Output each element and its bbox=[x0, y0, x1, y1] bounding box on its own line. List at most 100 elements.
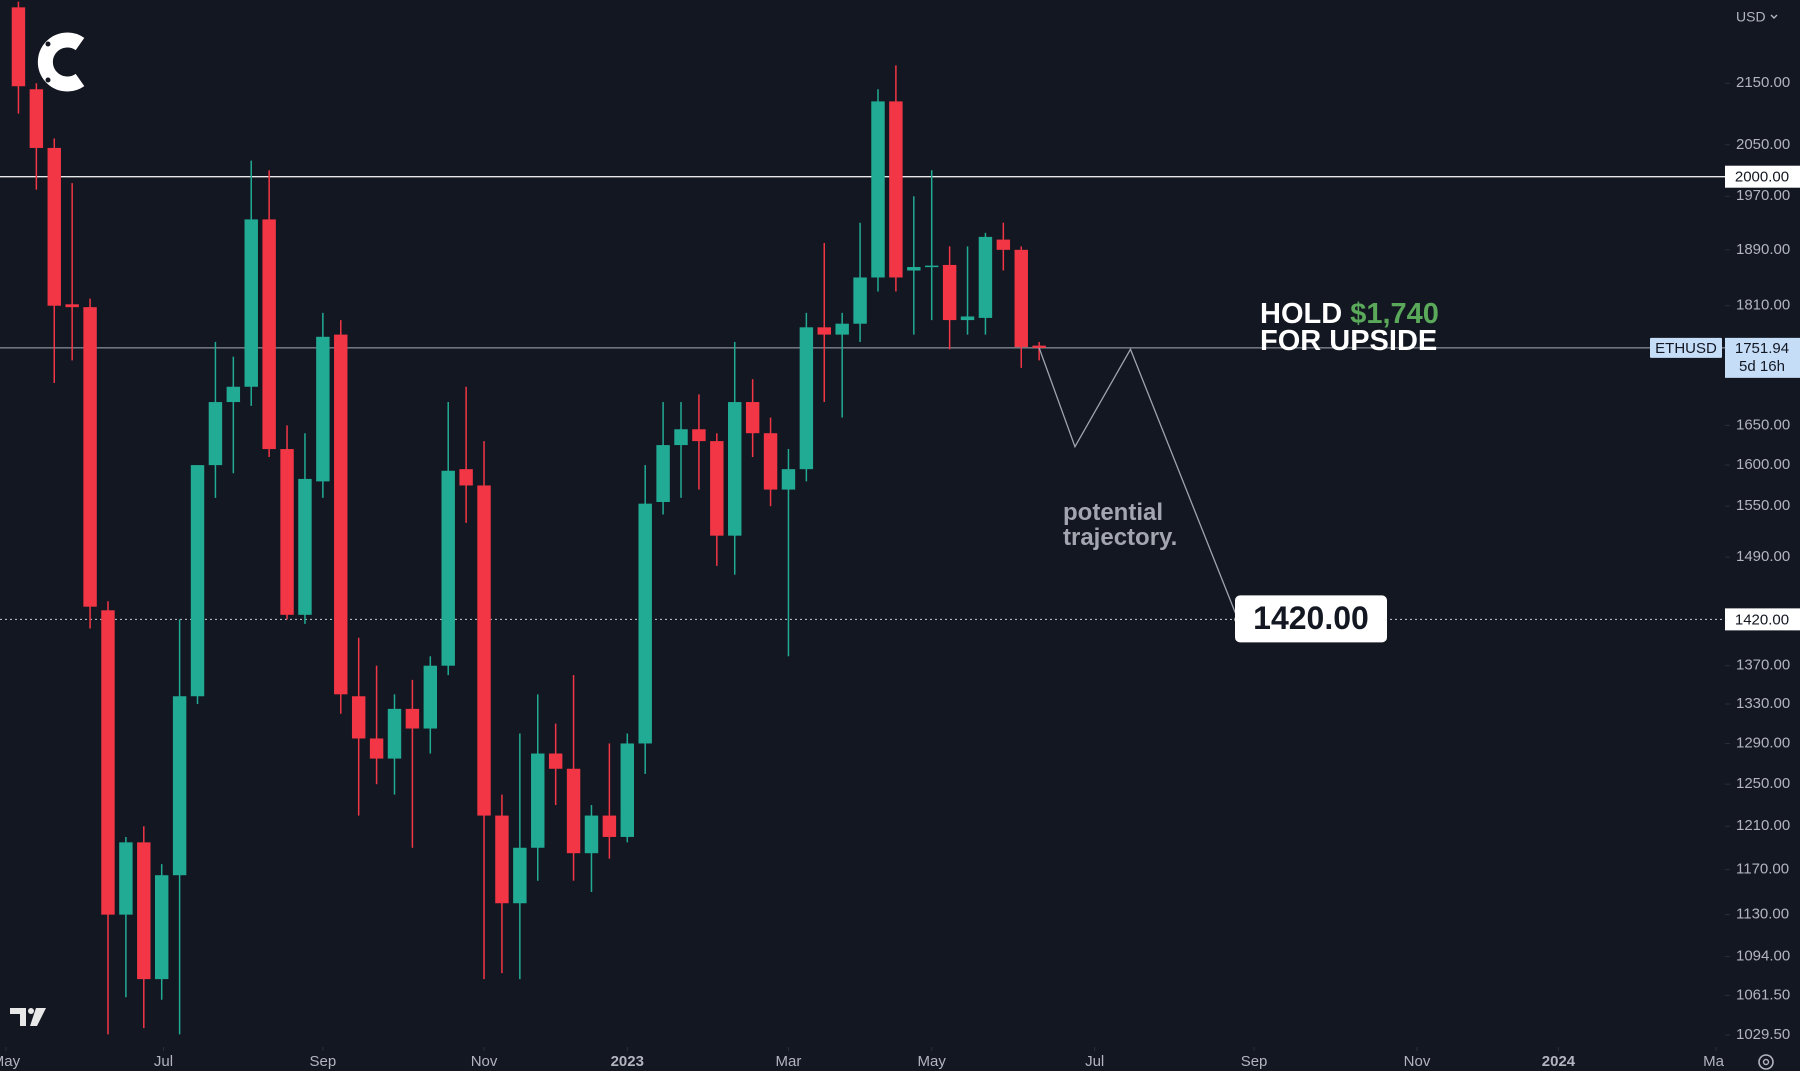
candle-body bbox=[423, 665, 438, 729]
candle-body bbox=[495, 815, 509, 904]
y-tick-label: 1094.00 bbox=[1736, 947, 1790, 964]
candle-body bbox=[960, 316, 975, 321]
candle-body bbox=[244, 219, 258, 387]
x-tick-label: Jul bbox=[1085, 1053, 1104, 1070]
y-tick-label: 1970.00 bbox=[1736, 187, 1790, 204]
level-label: 2000.00 bbox=[1735, 169, 1789, 186]
levels bbox=[0, 176, 1725, 620]
x-tick-label: Sep bbox=[1241, 1053, 1268, 1070]
x-tick-label: Nov bbox=[471, 1053, 498, 1070]
candle-body bbox=[47, 147, 61, 306]
hold-suffix: FOR UPSIDE bbox=[1260, 325, 1437, 357]
candle-body bbox=[638, 503, 652, 744]
candle-body bbox=[83, 307, 97, 607]
candle-body bbox=[942, 264, 957, 321]
target-callout-label: 1420.00 bbox=[1253, 600, 1369, 636]
y-tick-label: 1650.00 bbox=[1736, 416, 1790, 433]
candle-body bbox=[924, 265, 939, 268]
trajectory-note: trajectory. bbox=[1063, 524, 1177, 551]
symbol-label: ETHUSD bbox=[1655, 340, 1717, 357]
candle-body bbox=[387, 708, 402, 759]
brand-logo-dot bbox=[45, 77, 51, 83]
y-tick-label: 1210.00 bbox=[1736, 817, 1790, 834]
y-tick-label: 1490.00 bbox=[1736, 548, 1790, 565]
candle-body bbox=[817, 327, 831, 335]
candle-body bbox=[978, 236, 993, 318]
y-tick-label: 1029.50 bbox=[1736, 1026, 1790, 1043]
candle-body bbox=[65, 304, 79, 308]
target-axis-box bbox=[1725, 608, 1800, 631]
candle-body bbox=[477, 485, 491, 816]
x-tick-label: 2024 bbox=[1542, 1053, 1576, 1070]
y-tick-label: 1130.00 bbox=[1736, 906, 1789, 923]
candle-body bbox=[853, 277, 867, 324]
candle-body bbox=[334, 334, 348, 695]
candle-body bbox=[119, 842, 133, 915]
candle-body bbox=[674, 429, 688, 446]
candle-body bbox=[1014, 249, 1028, 348]
candle-body bbox=[602, 815, 617, 837]
last-price-label: 1751.94 bbox=[1735, 340, 1789, 357]
y-tick-label: 1370.00 bbox=[1736, 657, 1790, 674]
x-tick-label: Jul bbox=[154, 1053, 173, 1070]
y-tick-label: 1550.00 bbox=[1736, 497, 1790, 514]
y-tick-label: 1890.00 bbox=[1736, 241, 1790, 258]
settings-icon[interactable] bbox=[1758, 1054, 1774, 1070]
brand-logo-dot bbox=[45, 41, 51, 47]
candle-body bbox=[208, 402, 223, 466]
candle-body bbox=[262, 219, 276, 450]
candle-body bbox=[710, 441, 724, 536]
y-axis: 2150.00 2050.00 1970.00 1890.00 1810.00 1650.… bbox=[1650, 74, 1800, 1043]
y-tick-label: 1290.00 bbox=[1736, 734, 1790, 751]
plot-area: 1420.00 bbox=[0, 1, 1725, 1035]
x-tick-label: Sep bbox=[310, 1053, 337, 1070]
candle-body bbox=[728, 402, 742, 536]
candle-body bbox=[996, 239, 1011, 250]
x-axis: May Jul Sep Nov 2023 Mar May Jul Sep Nov 2024 Mar bbox=[0, 1047, 1729, 1070]
candle-body bbox=[190, 465, 205, 697]
brand-logo bbox=[37, 32, 85, 92]
candle-body bbox=[441, 470, 455, 666]
currency[interactable]: USD bbox=[1736, 9, 1766, 25]
y-tick-label: 1170.00 bbox=[1736, 861, 1789, 878]
hold-price: $1,740 bbox=[1350, 298, 1439, 330]
candle-body bbox=[154, 875, 169, 980]
candle-body bbox=[745, 402, 760, 434]
x-tick-label: May bbox=[0, 1053, 21, 1070]
candle-body bbox=[656, 445, 670, 502]
candle-body bbox=[29, 89, 44, 148]
hold-note: HOLD $1,740 bbox=[1260, 298, 1439, 330]
candle-body bbox=[835, 323, 849, 335]
x-tick-label: Mar bbox=[776, 1053, 802, 1070]
candle-body bbox=[584, 815, 599, 854]
candle-body bbox=[889, 101, 903, 278]
trajectory-note: potential bbox=[1063, 499, 1163, 526]
level-label-box bbox=[1725, 165, 1800, 188]
y-tick-label: 1061.50 bbox=[1736, 986, 1790, 1003]
countdown-label: 5d 16h bbox=[1739, 358, 1785, 375]
candle-body bbox=[1032, 345, 1046, 348]
currency-chevron[interactable] bbox=[1770, 14, 1778, 19]
symbol-box bbox=[1650, 337, 1722, 358]
hold-prefix: HOLD bbox=[1260, 298, 1342, 330]
trajectory-line bbox=[1038, 347, 1239, 620]
candle-body bbox=[11, 7, 26, 87]
y-tick-label: 2050.00 bbox=[1736, 136, 1790, 153]
candle-body bbox=[298, 478, 312, 615]
candle-body bbox=[351, 696, 366, 739]
candle-body bbox=[513, 847, 527, 904]
candle-body bbox=[620, 743, 635, 837]
candle-body bbox=[907, 267, 921, 271]
candle-body bbox=[137, 842, 151, 980]
y-tick-label: 1330.00 bbox=[1736, 695, 1790, 712]
x-tick-label: Mar bbox=[1703, 1053, 1729, 1070]
y-tick-label: 1600.00 bbox=[1736, 456, 1790, 473]
tradingview-logo bbox=[10, 1008, 46, 1026]
candle-body bbox=[226, 386, 241, 403]
y-tick-label: 1810.00 bbox=[1736, 297, 1790, 314]
candle-body bbox=[369, 738, 384, 759]
candle-body bbox=[459, 469, 473, 486]
candle-body bbox=[692, 429, 706, 442]
